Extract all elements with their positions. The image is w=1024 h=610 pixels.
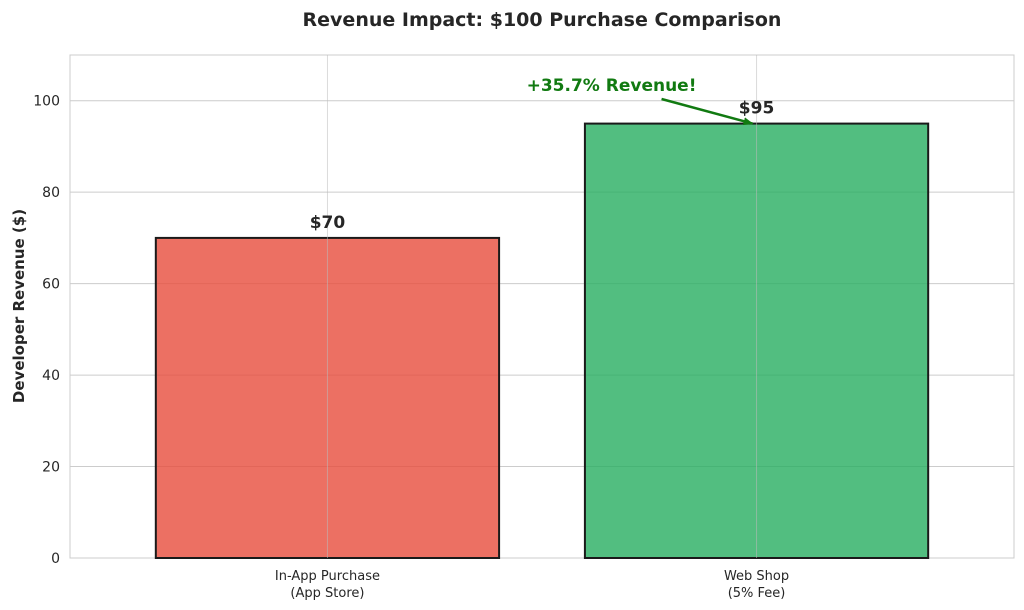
- data-label: $70: [310, 213, 346, 233]
- annotation: +35.7% Revenue!: [527, 76, 754, 126]
- y-tick-label: 80: [42, 185, 60, 201]
- y-axis-label: Developer Revenue ($): [10, 209, 28, 403]
- vertical-grid-lines: [326, 55, 758, 558]
- y-tick-label: 0: [51, 551, 60, 567]
- y-tick-label: 40: [42, 368, 60, 384]
- y-tick-label: 60: [42, 277, 60, 293]
- annotation-text: +35.7% Revenue!: [527, 76, 697, 96]
- annotation-arrow: [661, 97, 754, 126]
- data-label: $95: [739, 99, 775, 119]
- y-axis-ticks: 0 20 40 60 80 100: [33, 94, 60, 567]
- y-tick-label: 20: [42, 460, 60, 476]
- y-tick-label: 100: [33, 94, 60, 110]
- chart-title: Revenue Impact: $100 Purchase Comparison: [303, 9, 782, 31]
- x-axis-labels: In-App Purchase (App Store) Web Shop (5% Fe…: [275, 569, 789, 601]
- x-tick-label: Web Shop (5% Fee): [724, 569, 789, 601]
- x-tick-label: In-App Purchase (App Store): [275, 569, 380, 601]
- data-labels: $70 $95: [310, 99, 775, 233]
